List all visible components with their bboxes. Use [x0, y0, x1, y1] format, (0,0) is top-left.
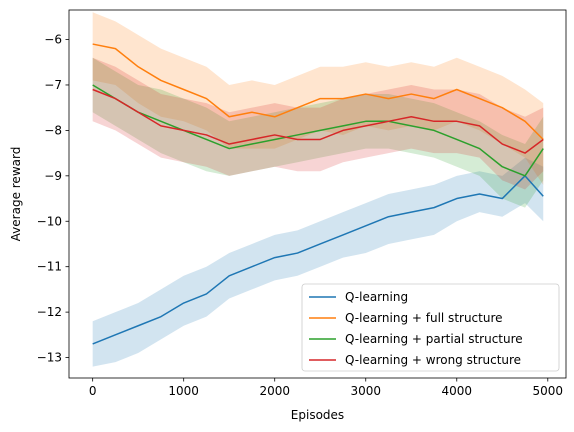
legend-box [301, 283, 560, 372]
y-tick-label: −7 [44, 78, 62, 92]
legend-label-0: Q-learning [345, 290, 408, 304]
confidence-bands [92, 12, 544, 367]
y-axis-label: Average reward [9, 147, 23, 242]
plot-frame [68, 9, 567, 379]
y-tick-label: −13 [37, 351, 62, 365]
x-axis-label: Episodes [291, 408, 344, 422]
series-band-2 [92, 57, 544, 208]
legend-label-1: Q-learning + full structure [345, 311, 503, 325]
y-tick-label: −9 [44, 169, 62, 183]
series-line-2 [92, 84, 544, 177]
x-tick-label: 5000 [533, 384, 564, 398]
x-tick-label: 3000 [350, 384, 381, 398]
legend: Q-learning Q-learning + full structure Q-l… [301, 283, 560, 372]
series-lines [92, 43, 544, 345]
x-tick-label: 1000 [168, 384, 199, 398]
series-line-1 [92, 43, 544, 141]
y-axis-ticks: −13 −12 −11 −10 −9 −8 −7 −6 [37, 33, 69, 365]
series-line-3 [92, 88, 544, 154]
y-tick-label: −6 [44, 33, 62, 47]
x-tick-label: 4000 [441, 384, 472, 398]
series-band-1 [92, 12, 544, 185]
x-tick-label: 2000 [259, 384, 290, 398]
x-axis-ticks: 0 1000 2000 3000 4000 5000 [89, 378, 563, 398]
legend-label-3: Q-learning + wrong structure [345, 353, 521, 367]
y-tick-label: −8 [44, 123, 62, 137]
series-band-0 [92, 157, 544, 367]
x-tick-label: 0 [89, 384, 97, 398]
y-tick-label: −12 [37, 305, 62, 319]
series-band-3 [92, 57, 544, 190]
y-tick-label: −10 [37, 214, 62, 228]
legend-label-2: Q-learning + partial structure [345, 332, 523, 346]
y-tick-label: −11 [37, 260, 62, 274]
series-line-0 [92, 175, 544, 345]
